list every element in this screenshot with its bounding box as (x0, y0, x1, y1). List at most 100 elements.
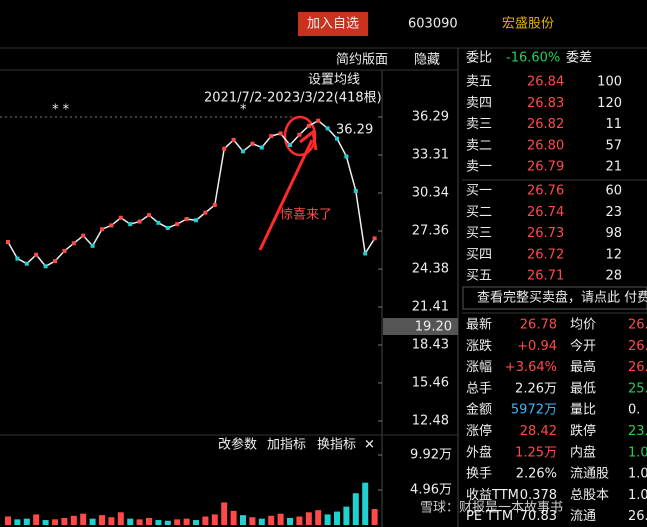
indicator-button[interactable]: 加指标 (267, 438, 306, 453)
stat-label: 涨幅 (466, 360, 492, 375)
close-mark (71, 241, 76, 246)
close-mark (325, 126, 330, 131)
volume-bar (268, 515, 275, 525)
volume-tick-label: 9.92万 (410, 448, 452, 463)
stat-value: 23. (628, 424, 647, 439)
full-book-link[interactable]: 查看完整买卖盘，请点此 付费开 (477, 290, 647, 306)
indicator-button[interactable]: 改参数 (218, 437, 257, 453)
close-mark (297, 132, 302, 137)
book-price: 26.73 (527, 226, 564, 241)
date-range: 2021/7/2-2023/3/22(418根) (204, 91, 382, 106)
close-mark (6, 239, 10, 244)
book-label: 卖一 (466, 160, 492, 175)
volume-bar (230, 510, 237, 525)
y-tick-label: 36.29 (412, 110, 449, 125)
stat-value: +0.94 (517, 339, 557, 354)
volume-bar (249, 517, 256, 525)
stat-label: 流通股 (570, 467, 609, 482)
add-button[interactable]: 加入自选 (307, 17, 359, 32)
volume-bar (52, 519, 58, 525)
stat-value: 25. (628, 381, 647, 396)
volume-tick-label: 4.96万 (410, 483, 452, 498)
stat-label: 总股本 (570, 488, 609, 503)
stat-value: 1.01 (628, 445, 647, 460)
stat-label: 最新 (466, 317, 492, 333)
book-label: 买二 (466, 205, 492, 220)
cursor-value: 19.20 (415, 320, 452, 335)
stat-value: 28.42 (520, 424, 557, 439)
y-tick-label: 27.36 (412, 224, 449, 239)
hide-button[interactable]: 隐藏 (414, 53, 440, 68)
stat-value: 26. (628, 318, 647, 333)
close-mark (203, 210, 208, 215)
book-label: 卖四 (466, 96, 492, 111)
add-button-bg[interactable] (298, 12, 368, 36)
close-mark (81, 233, 86, 238)
volume-bar (155, 520, 162, 525)
volume-bar (33, 514, 40, 525)
stat-label: 跌停 (570, 423, 596, 439)
book-volume: 12 (605, 247, 622, 262)
close-mark (269, 134, 274, 139)
stat-value: 1.00 (628, 488, 647, 503)
volume-bar (99, 515, 105, 525)
volume-bar (14, 519, 21, 525)
ma-setting[interactable]: 设置均线 (308, 73, 360, 88)
volume-bar (324, 514, 331, 525)
indicator-button[interactable]: ✕ (364, 438, 375, 453)
book-volume: 98 (605, 226, 622, 241)
close-mark (250, 141, 255, 146)
close-mark (306, 123, 311, 128)
close-mark (156, 220, 161, 225)
book-volume: 100 (597, 75, 622, 90)
peak-label: 36.29 (336, 123, 373, 138)
indicator-button[interactable]: 换指标 (317, 438, 356, 453)
stat-value: 70.83 (520, 509, 557, 524)
volume-bar (362, 482, 369, 525)
close-mark (353, 188, 358, 193)
book-price: 26.79 (527, 160, 564, 175)
stat-value: 26. (628, 339, 647, 354)
volume-bar (183, 518, 190, 525)
close-mark (278, 131, 283, 136)
book-price: 26.71 (527, 269, 564, 284)
close-mark (316, 118, 321, 123)
stock-code: 603090 (408, 17, 458, 32)
close-mark (90, 243, 95, 248)
book-volume: 21 (605, 160, 622, 175)
close-mark (53, 259, 57, 264)
close-mark (222, 146, 227, 151)
book-price: 26.72 (527, 247, 564, 262)
stat-label: 换手 (466, 467, 492, 482)
star: * (240, 103, 247, 118)
y-tick-label: 33.31 (412, 148, 449, 163)
stat-value: 1.25万 (515, 445, 557, 460)
volume-bar (221, 502, 228, 525)
volume-bar (193, 520, 199, 525)
stock-name: 宏盛股份 (502, 17, 554, 32)
stat-value: +3.64% (505, 360, 557, 375)
stat-value: 0. (628, 403, 640, 418)
book-volume: 120 (597, 96, 622, 111)
stat-value: 2.26% (516, 467, 557, 482)
volume-bar (343, 506, 350, 525)
close-mark (34, 252, 39, 257)
y-tick-label: 15.46 (412, 375, 449, 390)
stars: * * (52, 103, 70, 118)
close-mark (100, 227, 104, 232)
stat-label: 涨跌 (466, 338, 492, 354)
ratio-label: 委比 (466, 51, 492, 66)
arrow (258, 129, 318, 251)
volume-bar (146, 517, 152, 525)
stat-label: 收益TTM (466, 488, 519, 503)
volume-bar (371, 509, 378, 525)
volume-bar (211, 514, 218, 525)
stat-value: 1.00 (628, 467, 647, 482)
layout-button[interactable]: 简约版面 (336, 52, 388, 68)
book-volume: 28 (605, 269, 622, 284)
book-price: 26.84 (527, 75, 564, 90)
y-tick-label: 21.41 (412, 299, 449, 314)
volume-bar (108, 517, 115, 525)
stat-label: 总手 (466, 381, 492, 396)
volume-bar (352, 493, 359, 525)
